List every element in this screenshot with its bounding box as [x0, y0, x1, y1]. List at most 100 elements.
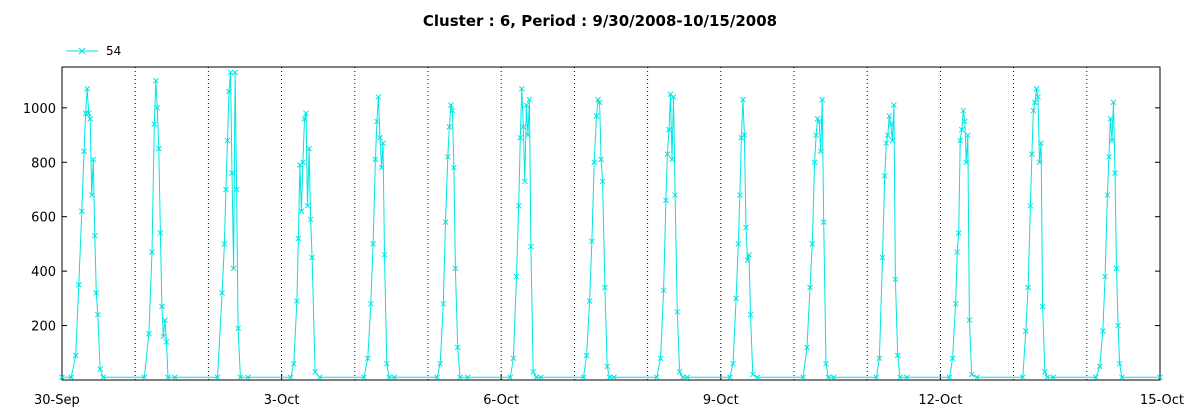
- data-point-marker: [507, 374, 514, 381]
- data-point-marker: [440, 300, 447, 307]
- data-point-marker: [653, 374, 660, 381]
- data-point-marker: [611, 374, 617, 381]
- y-tick-label: 1000: [23, 102, 56, 117]
- series-54: [59, 69, 1163, 381]
- data-point-marker: [361, 374, 367, 381]
- data-point-marker: [820, 219, 827, 225]
- data-point-marker: [746, 251, 752, 258]
- data-point-marker: [674, 309, 681, 315]
- data-point-marker: [162, 317, 168, 323]
- data-point-marker: [374, 118, 380, 125]
- data-point-marker: [219, 290, 225, 296]
- data-point-marker: [300, 159, 306, 166]
- data-point-marker: [903, 374, 910, 381]
- data-point-marker: [235, 325, 241, 332]
- data-point-marker: [1099, 328, 1106, 334]
- data-point-marker: [583, 352, 590, 359]
- data-point-marker: [968, 371, 975, 378]
- data-point-marker: [375, 94, 382, 100]
- legend-marker-icon: [78, 47, 86, 55]
- data-point-marker: [727, 374, 733, 381]
- data-point-marker: [72, 352, 79, 359]
- data-point-marker: [733, 295, 739, 302]
- data-point-marker: [457, 374, 463, 381]
- data-point-marker: [91, 232, 98, 239]
- data-point-marker: [237, 374, 244, 381]
- data-point-marker: [84, 85, 91, 92]
- data-point-marker: [304, 202, 311, 209]
- data-point-marker: [364, 355, 371, 362]
- data-point-marker: [1033, 85, 1040, 92]
- data-point-marker: [886, 113, 893, 119]
- plot-frame: [61, 66, 1161, 381]
- data-point-marker: [1104, 192, 1111, 198]
- data-point-marker: [155, 145, 162, 152]
- data-point-marker: [510, 355, 517, 362]
- data-point-marker: [964, 132, 971, 138]
- legend-label: 54: [106, 44, 121, 58]
- y-axis: 200 400 600 800 1000: [23, 102, 1160, 335]
- data-point-marker: [446, 124, 453, 130]
- data-point-marker: [1096, 363, 1103, 370]
- data-point-marker: [954, 249, 961, 255]
- y-tick-label: 200: [31, 320, 56, 335]
- data-point-marker: [735, 241, 742, 247]
- x-tick-label: 9-Oct: [703, 393, 739, 408]
- data-point-marker: [1022, 328, 1029, 334]
- data-point-marker: [525, 132, 531, 138]
- data-point-marker: [958, 126, 965, 133]
- data-point-marker: [221, 241, 228, 247]
- data-point-marker: [383, 360, 390, 367]
- data-point-marker: [528, 243, 534, 250]
- data-point-marker: [227, 69, 234, 76]
- data-point-marker: [141, 374, 148, 381]
- data-point-marker: [679, 374, 686, 381]
- data-point-marker: [889, 137, 896, 144]
- data-point-marker: [1113, 265, 1120, 272]
- data-point-marker: [171, 374, 178, 381]
- data-point-marker: [963, 159, 970, 166]
- data-point-marker: [90, 156, 97, 163]
- data-point-marker: [1115, 322, 1121, 329]
- plot-area: 200 400 600 800 1000 30-Sep 3-Oct 6-Oct 9-Oct 12…: [23, 66, 1184, 408]
- data-point-marker: [295, 235, 302, 242]
- data-point-marker: [454, 344, 461, 351]
- data-point-marker: [807, 284, 813, 291]
- data-point-marker: [884, 132, 891, 138]
- data-point-marker: [226, 88, 232, 95]
- grid: [134, 67, 1088, 380]
- data-point-marker: [290, 360, 297, 367]
- data-point-marker: [589, 238, 595, 245]
- data-point-marker: [87, 115, 94, 122]
- data-point-marker: [800, 374, 807, 381]
- data-point-marker: [657, 355, 664, 362]
- data-point-marker: [1019, 374, 1026, 381]
- data-point-marker: [513, 273, 520, 280]
- data-point-marker: [881, 173, 888, 179]
- data-point-marker: [81, 148, 87, 155]
- data-point-marker: [1025, 284, 1031, 291]
- data-point-marker: [378, 164, 385, 171]
- data-point-marker: [593, 113, 600, 119]
- x-tick-label: 30-Sep: [34, 393, 80, 408]
- data-point-marker: [669, 156, 675, 163]
- data-point-marker: [437, 360, 444, 367]
- data-point-marker: [214, 374, 221, 381]
- data-point-marker: [316, 374, 323, 381]
- data-point-marker: [580, 374, 587, 381]
- data-point-marker: [663, 197, 669, 204]
- data-point-marker: [301, 115, 308, 122]
- data-point-marker: [1119, 374, 1125, 381]
- data-point-marker: [1110, 99, 1117, 106]
- data-point-marker: [598, 156, 604, 163]
- data-point-marker: [823, 360, 829, 367]
- data-point-marker: [811, 159, 818, 166]
- data-point-marker: [157, 230, 164, 236]
- data-point-marker: [537, 374, 544, 381]
- data-point-marker: [741, 132, 748, 138]
- data-point-marker: [883, 140, 890, 147]
- data-point-marker: [229, 170, 235, 177]
- data-point-marker: [804, 344, 810, 351]
- data-point-marker: [730, 360, 736, 367]
- data-point-marker: [1050, 374, 1057, 381]
